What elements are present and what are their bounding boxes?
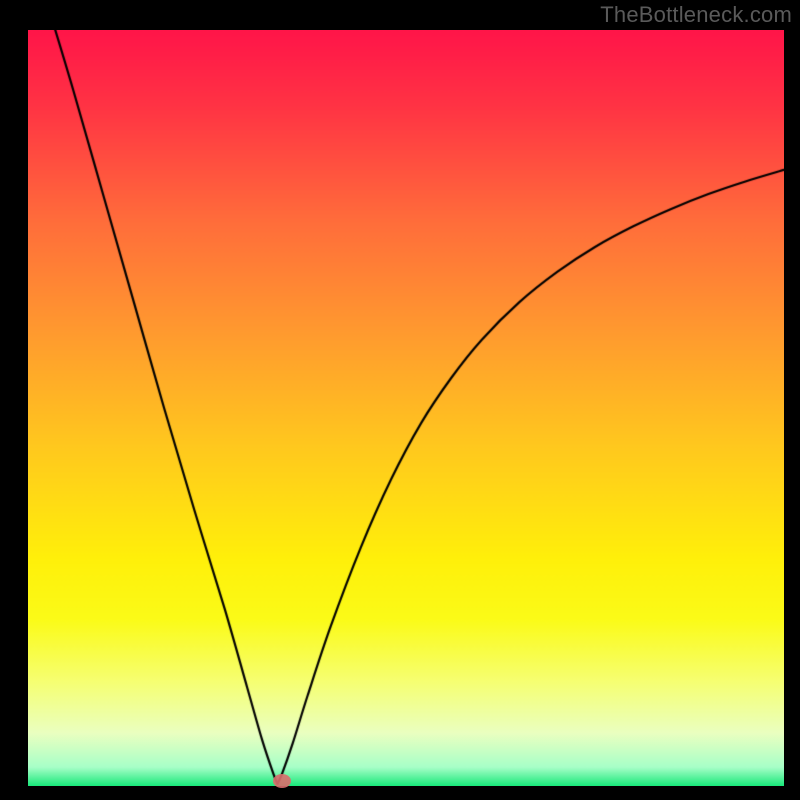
watermark-text: TheBottleneck.com <box>600 2 792 28</box>
bottleneck-curve <box>28 30 784 786</box>
plot-area <box>28 30 784 786</box>
minimum-marker <box>273 774 291 788</box>
chart-container: TheBottleneck.com <box>0 0 800 800</box>
